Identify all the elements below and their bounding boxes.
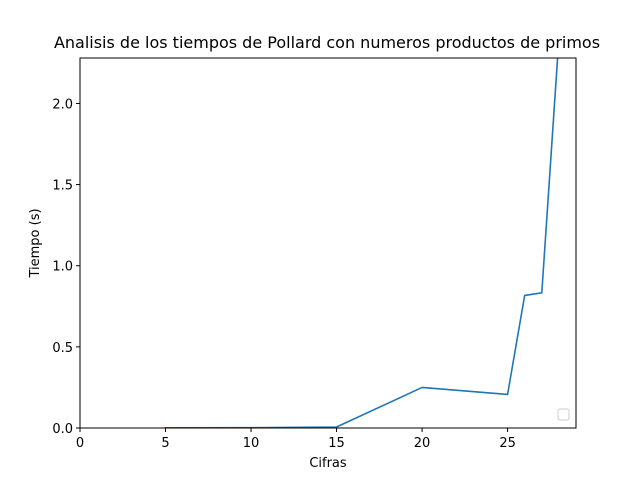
x-tick-label: 10	[243, 436, 260, 451]
x-tick-label: 5	[161, 436, 169, 451]
y-tick-label: 0.0	[52, 422, 73, 437]
x-tick-label: 25	[499, 436, 516, 451]
plot-area	[164, 58, 559, 428]
y-tick-label: 0.5	[52, 341, 73, 356]
legend-box	[557, 408, 570, 421]
y-axis: 0.0 0.5 1.0 1.5 2.0	[52, 97, 80, 437]
y-tick-label: 1.0	[52, 260, 73, 275]
x-axis-label: Cifras	[309, 456, 347, 471]
y-tick-label: 2.0	[52, 97, 73, 112]
x-tick-label: 0	[76, 436, 84, 451]
chart-title: Analisis de los tiempos de Pollard con n…	[54, 33, 600, 52]
y-tick-label: 1.5	[52, 179, 73, 194]
x-axis: 0 5 10 15 20 25	[76, 428, 516, 451]
x-tick-label: 20	[414, 436, 431, 451]
series-line	[164, 58, 559, 428]
plot-frame	[79, 57, 577, 429]
x-tick-label: 15	[328, 436, 345, 451]
y-axis-label: Tiempo (s)	[28, 208, 43, 278]
